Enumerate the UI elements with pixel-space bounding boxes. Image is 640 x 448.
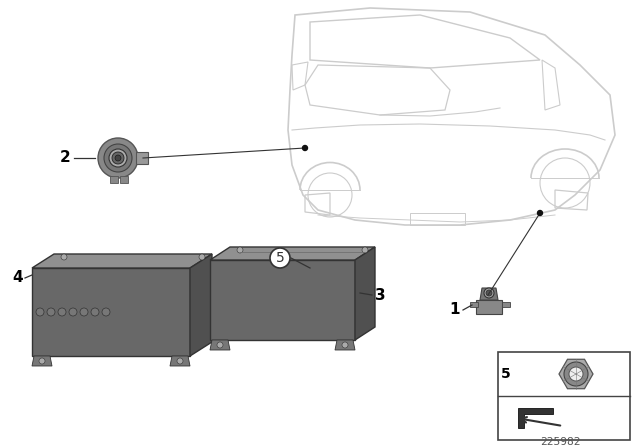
Bar [470,302,478,307]
Polygon shape [355,247,375,340]
Circle shape [58,308,66,316]
Polygon shape [32,356,52,366]
Bar [110,176,118,183]
Circle shape [569,367,583,381]
Circle shape [342,342,348,348]
Text: 5: 5 [501,367,511,381]
Circle shape [177,358,183,364]
Polygon shape [559,359,593,389]
Circle shape [484,288,494,298]
Circle shape [115,155,121,161]
Text: 1: 1 [450,302,460,318]
Polygon shape [136,152,148,164]
Circle shape [47,308,55,316]
Text: 225982: 225982 [540,437,580,447]
Polygon shape [518,408,553,428]
Polygon shape [170,356,190,366]
Polygon shape [210,247,375,260]
Circle shape [237,247,243,253]
Polygon shape [480,288,498,300]
Text: 5: 5 [276,251,284,265]
Circle shape [109,149,127,167]
Bar [120,176,128,183]
Bar [410,213,465,225]
Text: 3: 3 [374,288,385,302]
Circle shape [69,308,77,316]
Circle shape [39,358,45,364]
Circle shape [102,308,110,316]
Circle shape [270,248,290,268]
Circle shape [303,146,307,151]
Circle shape [217,342,223,348]
Circle shape [36,308,44,316]
Polygon shape [32,254,212,268]
Circle shape [199,254,205,260]
Polygon shape [190,254,212,356]
Polygon shape [210,340,230,350]
Circle shape [98,138,138,178]
Polygon shape [335,340,355,350]
Circle shape [486,290,492,296]
Circle shape [112,152,124,164]
Bar [502,302,510,307]
Circle shape [564,362,588,386]
Polygon shape [476,300,502,314]
Circle shape [61,254,67,260]
Circle shape [104,144,132,172]
Polygon shape [32,268,190,356]
Polygon shape [210,260,355,340]
Circle shape [362,247,368,253]
Circle shape [538,211,543,215]
Text: 4: 4 [13,271,23,285]
Circle shape [91,308,99,316]
Text: 2: 2 [60,151,70,165]
Bar [498,352,630,440]
Circle shape [80,308,88,316]
